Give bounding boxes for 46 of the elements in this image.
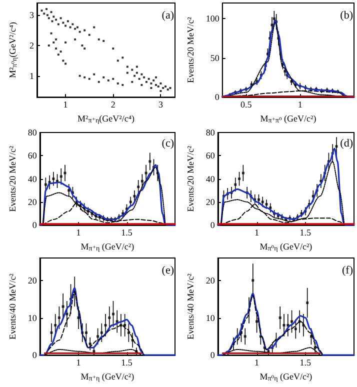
y-tick-label: 2 [30, 40, 34, 50]
y-tick-label: 100 [206, 14, 220, 24]
y-tick-label: 10 [28, 312, 38, 323]
x-tick-label: 1.5 [300, 358, 312, 368]
y-tick-label: 80 [206, 128, 216, 138]
y-tick-label: 60 [28, 150, 38, 161]
y-tick-label: 20 [28, 275, 38, 286]
y-tick-label: 0 [32, 350, 38, 360]
annotation: (d) [340, 138, 354, 150]
y-tick-label: 0 [210, 350, 216, 360]
annotation: (a) [162, 10, 174, 22]
y-tick-label: 50 [210, 52, 220, 63]
annotation: (c) [162, 138, 174, 150]
x-tick-label: 1 [254, 358, 260, 368]
x-tick-label: 0.5 [240, 100, 252, 110]
y-tick-label: 60 [206, 150, 216, 161]
x-tick-label: 3 [158, 100, 164, 110]
y-tick-label: 20 [28, 196, 38, 207]
y-axis-title: Events/40 MeV/c² [8, 273, 18, 340]
x-tick-label: 2 [110, 100, 116, 110]
x-tick-label: 1 [76, 228, 81, 238]
x-tick-label: 1 [298, 100, 302, 110]
y-tick-label: 1 [30, 70, 34, 81]
y-axis-title: Events/40 MeV/c² [186, 273, 196, 340]
y-tick-label: 3 [30, 10, 34, 20]
y-tick-label: 40 [28, 174, 38, 184]
x-tick-label: 1 [254, 228, 260, 238]
y-tick-label: 20 [206, 196, 216, 207]
y-tick-label: 80 [28, 128, 38, 138]
x-tick-label: 1 [76, 358, 81, 368]
y-tick-label: 0 [214, 92, 220, 102]
x-tick-label: 1.5 [121, 228, 133, 238]
annotation: (f) [342, 264, 354, 276]
x-tick-label: 1 [63, 100, 68, 110]
y-tick-label: 20 [206, 275, 216, 286]
y-tick-label: 40 [206, 174, 216, 184]
y-axis-title: Events/20 MeV/c² [186, 146, 196, 212]
annotation: (b) [340, 10, 354, 22]
y-tick-label: 0 [210, 220, 216, 230]
y-tick-label: 0 [32, 220, 38, 230]
annotation: (e) [162, 264, 174, 276]
y-axis-title: Events/20 MeV/c² [8, 146, 18, 212]
y-tick-label: 10 [206, 312, 216, 323]
x-tick-label: 1.5 [121, 358, 133, 368]
y-axis-title: Events/20 MeV/c² [186, 16, 196, 84]
x-tick-label: 1.5 [300, 228, 312, 238]
